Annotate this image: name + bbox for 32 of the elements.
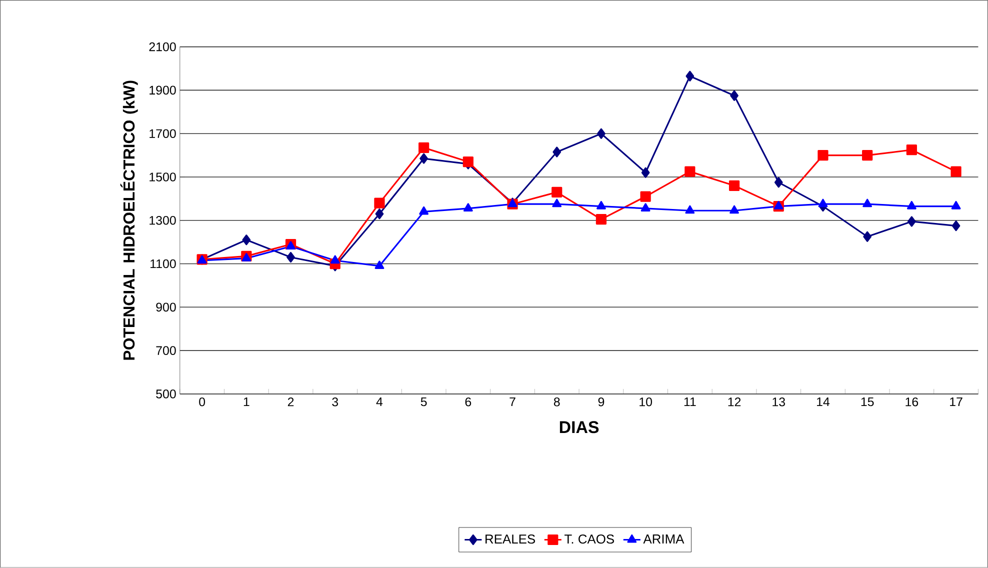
x-axis-title: DIAS: [560, 421, 599, 434]
x-tick-label: 14: [817, 398, 830, 406]
x-tick-label: 10: [640, 398, 652, 406]
legend-label: ARIMA: [643, 534, 684, 544]
x-tick-label: 13: [772, 398, 785, 406]
x-tick-label: 4: [376, 398, 383, 406]
y-axis-title: POTENCIAL HIDROELÉCTRICO (kW): [120, 80, 138, 360]
y-tick-label: 1500: [150, 172, 176, 182]
legend-label: T. CAOS: [564, 534, 614, 544]
x-tick-label: 0: [199, 398, 206, 406]
x-tick-label: 3: [332, 398, 338, 406]
y-tick-label: 1900: [150, 86, 176, 95]
x-tick-label: 8: [554, 398, 560, 406]
x-tick-label: 7: [510, 398, 516, 406]
x-tick-label: 17: [950, 398, 962, 406]
x-tick-label: 16: [906, 398, 918, 406]
x-tick-label: 9: [598, 398, 604, 406]
y-tick-label: 900: [156, 302, 176, 312]
x-tick-label: 12: [728, 398, 741, 406]
x-tick-label: 1: [244, 398, 250, 406]
y-tick-label: 1700: [150, 129, 176, 138]
x-tick-label: 5: [420, 398, 427, 406]
x-tick-label: 11: [684, 398, 696, 406]
y-tick-label: 2100: [149, 42, 176, 52]
x-tick-label: 15: [861, 398, 874, 406]
y-tick-label: 1100: [150, 259, 176, 268]
y-tick-label: 1300: [150, 216, 176, 225]
legend-label: REALES: [486, 534, 536, 544]
y-tick-label: 700: [156, 346, 176, 356]
y-tick-label: 500: [156, 390, 176, 398]
x-tick-label: 6: [465, 398, 472, 406]
x-tick-label: 2: [288, 398, 294, 406]
